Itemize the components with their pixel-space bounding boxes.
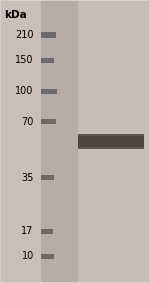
Text: 35: 35 — [21, 173, 34, 183]
Text: 17: 17 — [21, 226, 34, 236]
FancyBboxPatch shape — [41, 89, 57, 94]
FancyBboxPatch shape — [41, 33, 56, 38]
FancyBboxPatch shape — [78, 136, 144, 147]
Text: kDa: kDa — [4, 10, 27, 20]
FancyBboxPatch shape — [41, 119, 56, 125]
FancyBboxPatch shape — [41, 254, 54, 259]
Text: 70: 70 — [21, 117, 34, 127]
FancyBboxPatch shape — [78, 134, 144, 149]
FancyBboxPatch shape — [41, 1, 78, 282]
FancyBboxPatch shape — [41, 175, 54, 181]
FancyBboxPatch shape — [1, 1, 149, 282]
Text: 10: 10 — [22, 251, 34, 261]
Text: 100: 100 — [15, 86, 34, 96]
Text: 210: 210 — [15, 30, 34, 40]
FancyBboxPatch shape — [41, 229, 53, 234]
FancyBboxPatch shape — [78, 1, 149, 282]
FancyBboxPatch shape — [41, 58, 54, 63]
Text: 150: 150 — [15, 55, 34, 65]
